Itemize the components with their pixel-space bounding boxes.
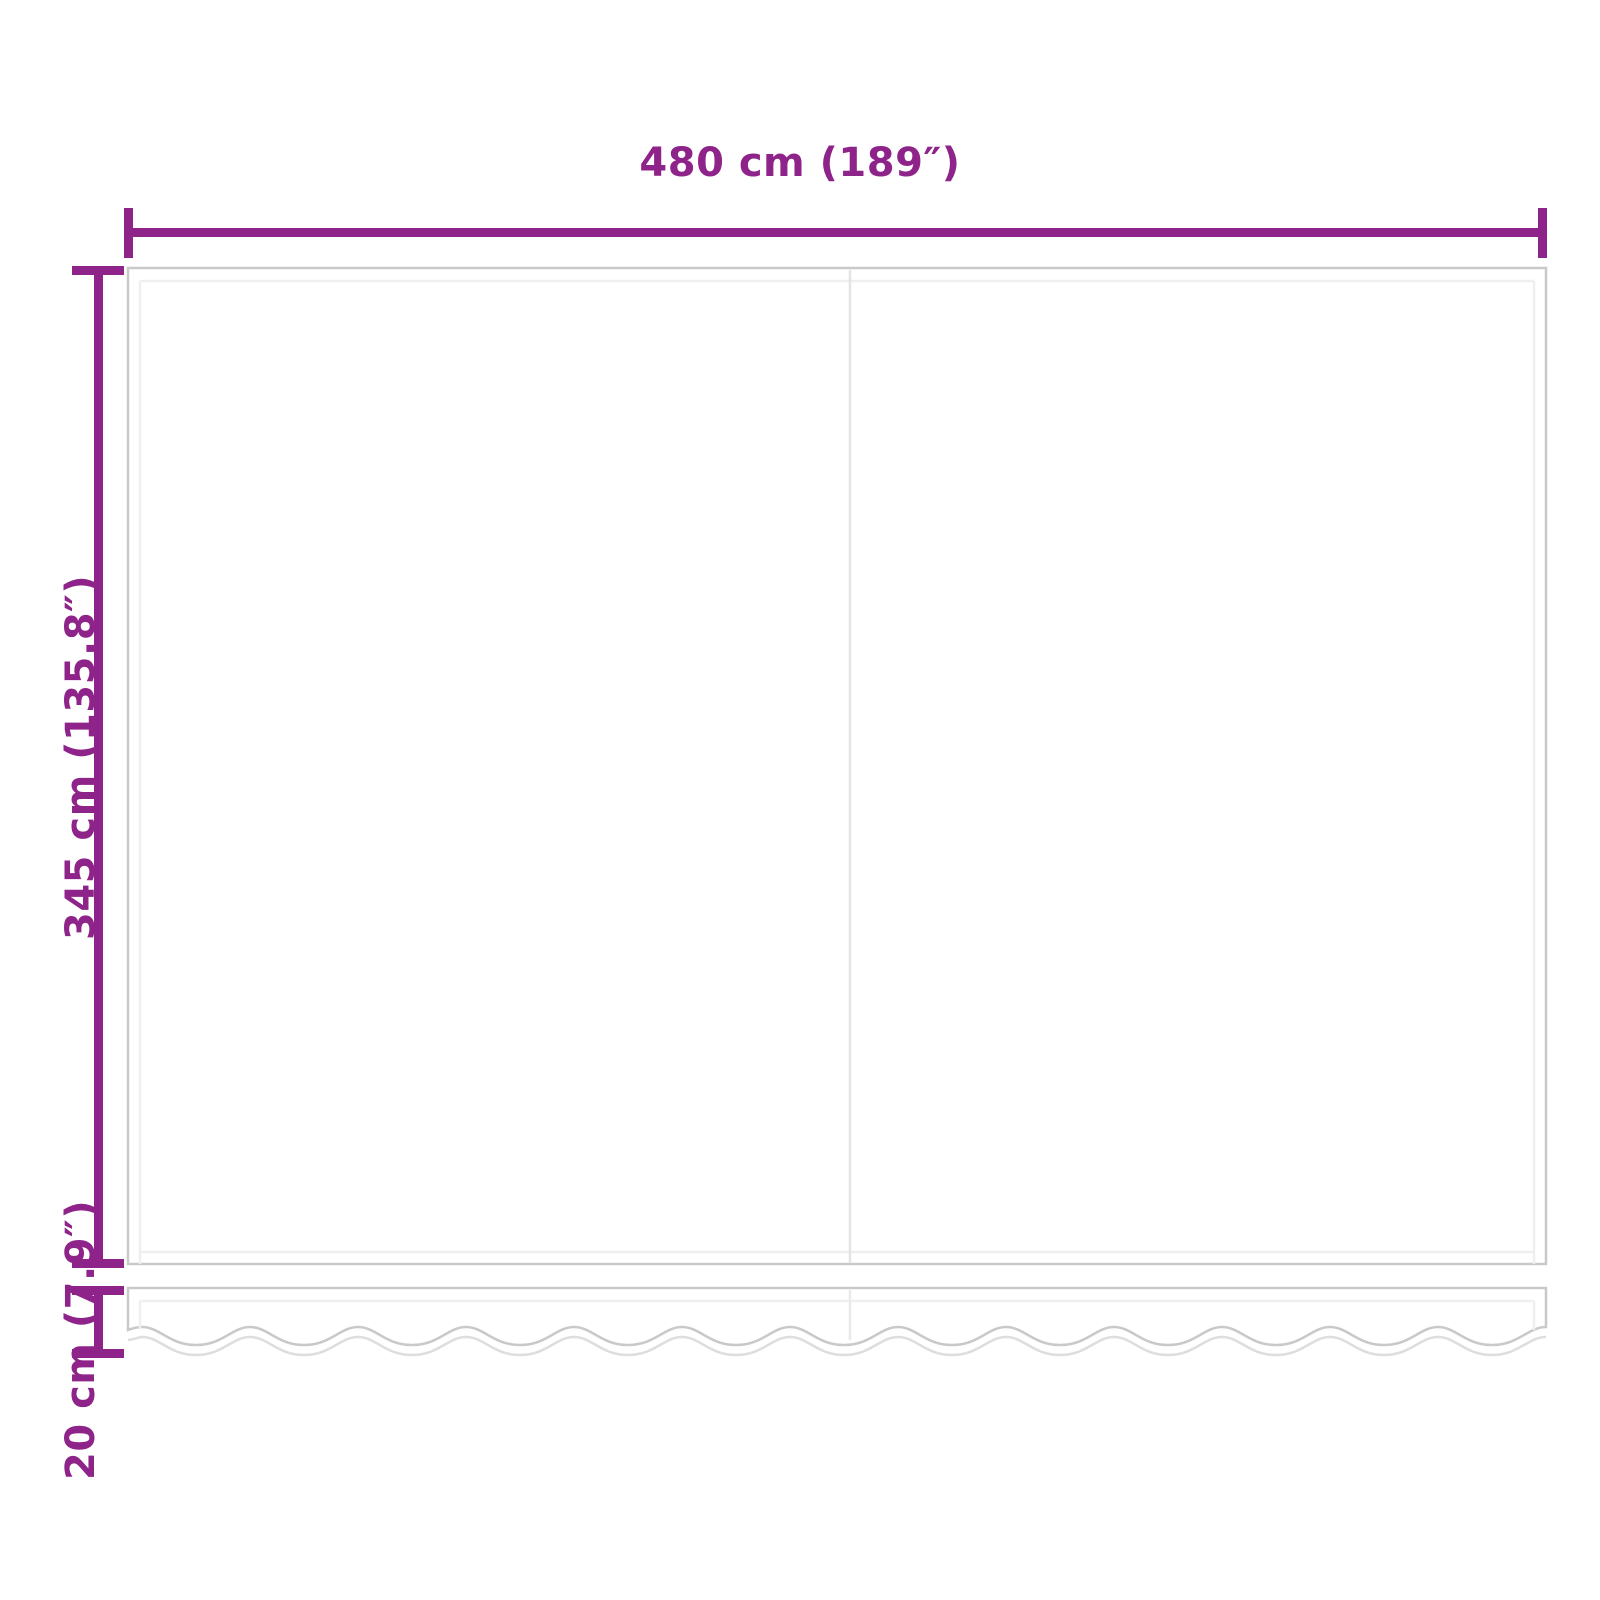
width-dimension-cap-right [1538, 208, 1547, 258]
width-dimension-line [124, 228, 1547, 237]
valance-dimension-cap-top [72, 1286, 124, 1295]
valance-scallop-echo [127, 1335, 1547, 1357]
width-dimension-cap-left [124, 208, 133, 258]
valance-dimension-line [94, 1288, 103, 1356]
height-dimension-cap-bottom [72, 1259, 124, 1268]
height-dimension-line [94, 268, 103, 1268]
width-dimension-label: 480 cm (189″) [639, 140, 961, 186]
height-dimension-cap-top [72, 266, 124, 275]
canopy-outer-frame [126, 266, 1548, 1266]
valance-dimension-cap-bottom [72, 1349, 124, 1358]
